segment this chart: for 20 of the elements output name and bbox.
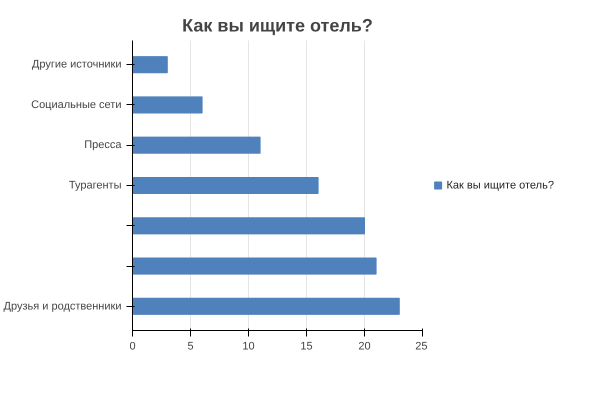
y-tick-label: Социальные сети [31,98,122,111]
x-tick-label: 25 [415,340,428,352]
bar [132,96,203,114]
y-tick-label: Друзья и родственники [4,300,122,312]
y-tick-label: Другие источники [32,58,122,71]
x-tick-label: 20 [358,340,371,352]
bar [132,298,400,315]
x-tick-label: 5 [187,340,194,352]
x-tick-label: 0 [129,340,136,352]
legend-label: Как вы ищите отель? [446,180,554,192]
x-tick-label: 15 [300,340,313,352]
x-tick-label: 10 [242,340,255,352]
bar [132,136,261,154]
bar [132,176,319,194]
bar [132,217,365,234]
y-tick-label: Пресса [84,139,122,152]
bar [132,56,168,74]
bar [132,258,377,275]
y-tick-label: Турагенты [68,180,122,192]
chart-title: Как вы ищите отель? [182,16,373,36]
